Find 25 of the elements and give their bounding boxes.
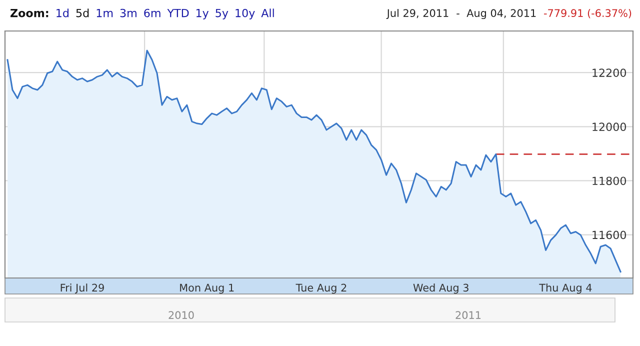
text: 2011 [456,311,481,320]
y-tick-label: 12200 [592,68,626,77]
x-tick-label: Thu Aug 4 [539,284,592,294]
text: Zoom: [10,8,48,18]
x-tick-label: Mon Aug 1 [180,284,234,294]
x-tick-label: Fri Jul 29 [60,284,104,294]
text: 1m [96,8,113,18]
text: 3m [120,8,136,18]
y-tick-label: 11600 [592,230,626,240]
text: 5y [216,8,228,20]
text: YTD [167,8,189,18]
text: -779.91 (-6.37%) [544,8,632,18]
text: 2010 [168,311,194,320]
x-tick-label: Wed Aug 3 [413,284,468,294]
y-tick-label: 12000 [592,122,626,132]
text: Jul 29, 2011 [386,8,448,19]
text: 1d [56,8,68,18]
text: 5d [76,8,89,18]
text: 6m [144,8,160,18]
y-tick-label: 11800 [592,176,626,186]
x-tick-label: Tue Aug 2 [296,284,346,294]
text: All [261,8,274,18]
text: 1y [196,8,209,20]
text: 10y [236,8,255,20]
text: Aug 04, 2011 [466,9,536,20]
